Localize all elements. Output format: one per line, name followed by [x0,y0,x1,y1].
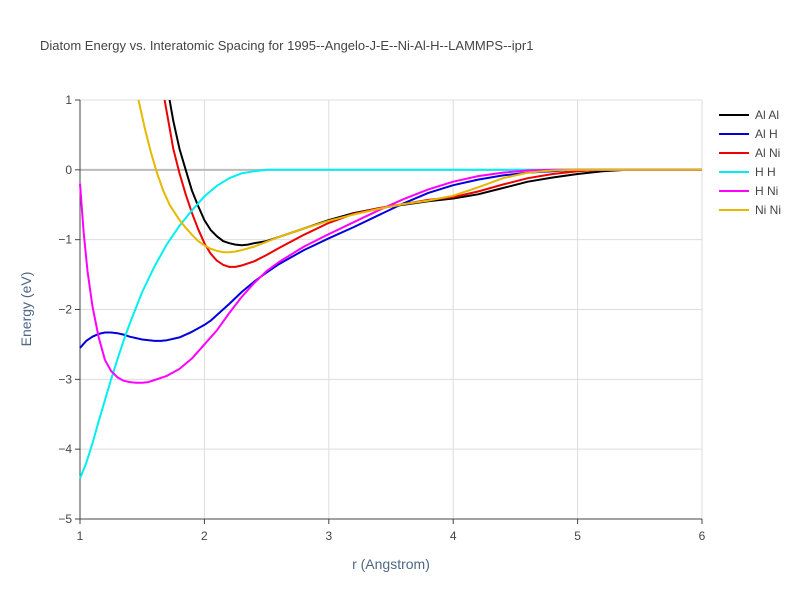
x-tick-label: 3 [325,529,332,543]
legend: Al Al Al H Al Ni H H H Ni Ni Ni [719,108,781,217]
legend-label: H H [755,165,776,179]
plot-area [79,99,702,479]
chart-title: Diatom Energy vs. Interatomic Spacing fo… [40,38,533,53]
x-tick-label: 5 [574,529,581,543]
y-tick-label: −3 [58,372,72,386]
y-axis-ticks: 1 0 −1 −2 −3 −4 −5 [58,93,80,526]
y-axis-label: Energy (eV) [18,272,34,347]
series-line-ni-ni [137,99,702,254]
series-line-al-h [79,168,702,349]
y-tick-label: 0 [65,163,72,177]
x-tick-label: 4 [450,529,457,543]
legend-label: Al Ni [755,146,780,160]
legend-label: Ni Ni [755,203,781,217]
series-line-h-h [79,168,702,479]
x-tick-label: 6 [699,529,706,543]
x-axis-ticks: 1 2 3 4 5 6 [77,519,706,543]
y-tick-label: 1 [65,93,72,107]
y-tick-label: −5 [58,512,72,526]
legend-label: Al H [755,127,778,141]
y-tick-label: −1 [58,233,72,247]
series-line-al-ni [163,99,702,268]
x-tick-label: 2 [201,529,208,543]
legend-label: H Ni [755,184,778,198]
y-tick-label: −4 [58,442,72,456]
legend-label: Al Al [755,108,779,122]
grid [79,99,703,520]
series-line-h-ni [79,168,702,384]
x-axis-label: r (Angstrom) [352,556,430,572]
x-tick-label: 1 [77,529,84,543]
y-tick-label: −2 [58,303,72,317]
